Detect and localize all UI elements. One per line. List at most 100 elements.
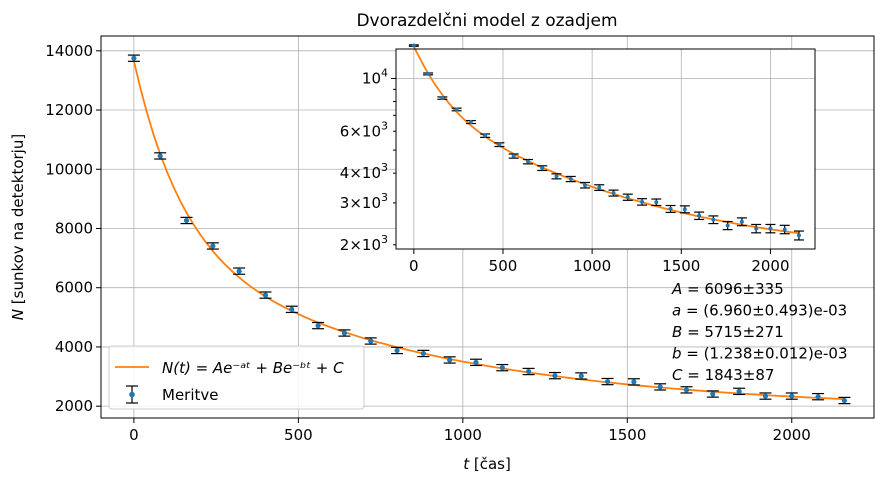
- inset-x-tick-label: 500: [489, 257, 518, 275]
- data-point: [236, 268, 242, 274]
- inset-background: [396, 49, 815, 249]
- data-point: [657, 384, 663, 390]
- inset-data-point: [611, 191, 616, 196]
- inset-data-point: [568, 177, 573, 182]
- data-point: [341, 330, 348, 336]
- data-point: [447, 357, 453, 363]
- x-tick-label: 0: [129, 426, 139, 444]
- inset-data-point: [768, 226, 773, 231]
- inset-data-point: [682, 207, 687, 212]
- inset-fit-curve: [412, 45, 800, 235]
- inset-data-point: [454, 107, 459, 112]
- inset-data-point: [668, 206, 673, 211]
- data-point: [762, 393, 769, 399]
- inset-data-point: [711, 217, 716, 222]
- data-point: [552, 373, 558, 379]
- inset-log-plot: 0 500 1000 1500 2000 2×103 3×103 4×103 6×103 104: [340, 43, 816, 275]
- inset-y-tick-label: 4×103: [340, 161, 388, 182]
- data-point: [736, 388, 742, 394]
- data-point: [157, 153, 163, 159]
- inset-data-point: [468, 120, 473, 125]
- data-point: [526, 368, 532, 375]
- legend-marker-point: [129, 391, 135, 398]
- data-point: [131, 55, 137, 61]
- data-point: [841, 397, 847, 404]
- inset-x-tick-label: 1500: [662, 257, 700, 275]
- inset-data-point: [796, 233, 801, 238]
- inset-data-point: [654, 200, 659, 205]
- legend-entry-fit: N(t) = Ae⁻ᵃᵗ + Be⁻ᵇᵗ + C: [162, 359, 344, 377]
- fit-parameter-4: C = 1843±87: [672, 366, 774, 384]
- legend-box: [108, 345, 365, 410]
- inset-data-point: [640, 199, 645, 204]
- legend-entry-measurements: Meritve: [162, 386, 219, 404]
- inset-data-point: [497, 142, 502, 147]
- y-tick-label: 6000: [55, 279, 93, 297]
- data-point: [683, 387, 690, 393]
- inset-data-point: [540, 166, 545, 171]
- main-plot: 0 500 1000 1500 2000200040006000800010000120…: [45, 35, 875, 444]
- data-point: [262, 292, 269, 298]
- fit-parameter-2: B = 5715±271: [672, 323, 784, 341]
- inset-data-point: [697, 213, 702, 218]
- y-axis-label: N [sunkov na detektorju]: [9, 134, 27, 320]
- fit-curve: [133, 60, 845, 400]
- data-point: [578, 373, 584, 379]
- inset-data-point: [782, 227, 787, 232]
- fit-parameters: A = 6096±335 a = (6.960±0.493)e-03 B = 571…: [671, 280, 848, 384]
- inset-data-point: [411, 43, 416, 48]
- inset-data-point: [483, 133, 488, 138]
- data-point: [394, 347, 400, 354]
- data-point: [315, 323, 321, 329]
- data-point: [604, 378, 611, 385]
- data-point: [789, 393, 795, 399]
- inset-data-point: [511, 154, 516, 159]
- data-point: [473, 359, 479, 365]
- y-tick-label: 10000: [45, 160, 93, 178]
- data-point: [815, 394, 821, 400]
- data-point: [368, 338, 374, 344]
- inset-data-point: [582, 183, 587, 188]
- fit-parameter-3: b = (1.238±0.012)e-03: [672, 345, 848, 363]
- inset-frame: [395, 48, 816, 250]
- y-tick-label: 12000: [45, 101, 93, 119]
- data-point: [420, 350, 426, 357]
- y-tick-label: 8000: [55, 219, 93, 237]
- main-plot-frame: [100, 35, 875, 419]
- data-point: [631, 379, 637, 385]
- x-tick-label: 2000: [773, 426, 811, 444]
- y-tick-label: 14000: [45, 42, 93, 60]
- inset-x-tick-label: 1000: [573, 257, 611, 275]
- x-tick-label: 1500: [608, 426, 646, 444]
- inset-data-point: [725, 223, 730, 228]
- data-point: [183, 217, 190, 224]
- fit-parameter-0: A = 6096±335: [671, 280, 784, 298]
- x-axis-label: t [čas]: [463, 455, 511, 473]
- legend: N(t) = Ae⁻ᵃᵗ + Be⁻ᵇᵗ + C Meritve: [108, 345, 365, 410]
- data-point: [210, 243, 216, 249]
- inset-x-tick-label: 2000: [751, 257, 789, 275]
- inset-y-tick-label: 104: [362, 66, 388, 87]
- inset-data-point: [597, 185, 602, 190]
- inset-y-tick-label: 6×103: [340, 119, 388, 140]
- data-point: [710, 391, 716, 397]
- inset-x-tick-label: 0: [409, 257, 419, 275]
- data-point: [289, 306, 295, 312]
- inset-data-point: [525, 159, 530, 164]
- y-tick-label: 2000: [55, 397, 93, 415]
- inset-y-tick-label: 3×103: [340, 191, 388, 212]
- x-tick-label: 500: [284, 426, 313, 444]
- data-point: [499, 365, 505, 371]
- inset-data-point: [754, 226, 759, 231]
- inset-data-point: [554, 174, 559, 179]
- inset-data-point: [739, 219, 744, 224]
- inset-data-point: [625, 195, 630, 200]
- inset-data-point: [440, 96, 445, 101]
- inset-data-point: [426, 71, 431, 76]
- chart-title: Dvorazdelčni model z ozadjem: [356, 11, 617, 31]
- inset-y-tick-label: 2×103: [340, 233, 388, 254]
- y-tick-label: 4000: [55, 338, 93, 356]
- fit-parameter-1: a = (6.960±0.493)e-03: [672, 302, 847, 320]
- x-tick-label: 1000: [444, 426, 482, 444]
